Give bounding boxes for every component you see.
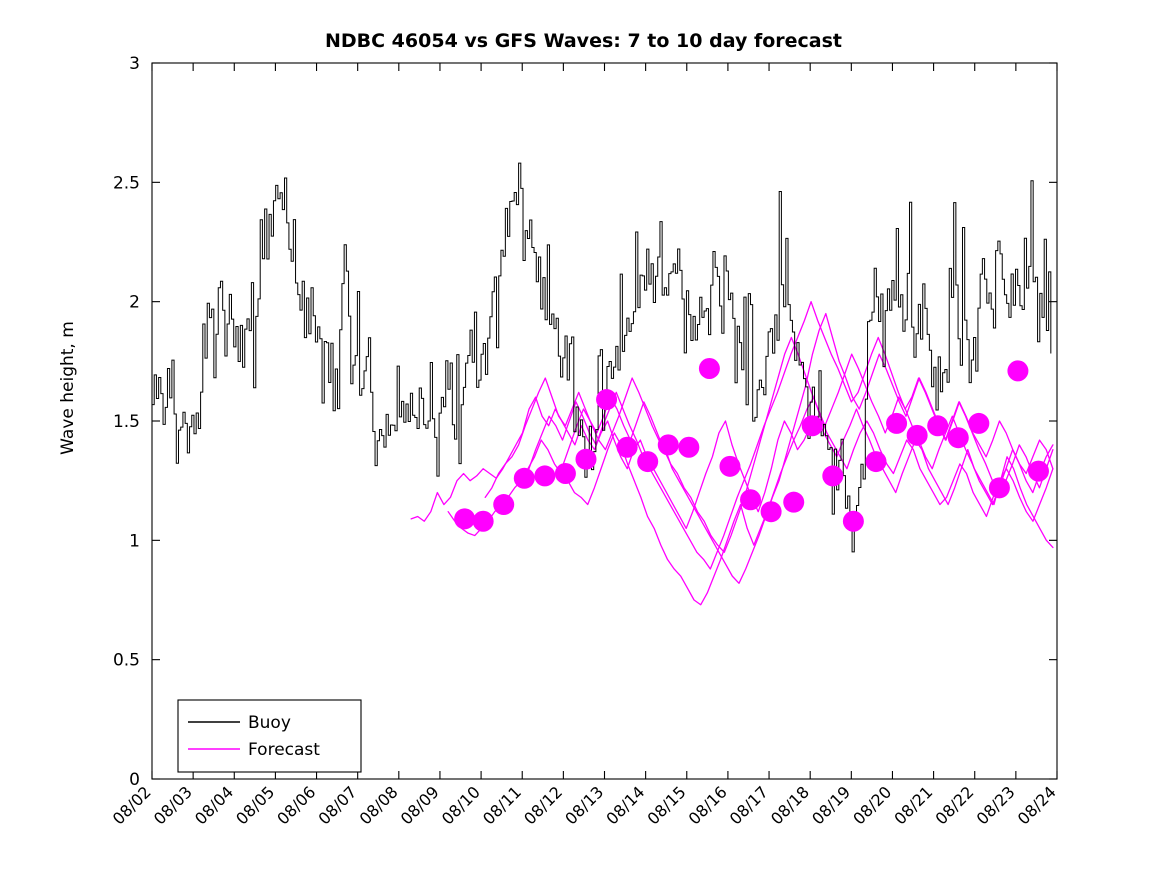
y-tick-label: 2.5 [113, 173, 140, 193]
forecast-marker-dot[interactable] [513, 467, 535, 489]
x-tick-label: 08/24 [1014, 782, 1060, 828]
forecast-marker-group [454, 357, 1049, 532]
forecast-marker-dot[interactable] [493, 494, 515, 516]
x-tick-label: 08/11 [479, 782, 525, 828]
forecast-member-3 [484, 312, 1054, 584]
y-tick-label: 2 [129, 293, 140, 313]
forecast-marker-dot[interactable] [988, 477, 1010, 499]
forecast-member-2 [447, 396, 1054, 606]
x-tick-label: 08/21 [890, 782, 936, 828]
forecast-marker-dot[interactable] [947, 427, 969, 449]
buoy-series-group [152, 162, 1052, 553]
x-tick-label: 08/05 [232, 782, 278, 828]
forecast-marker-dot[interactable] [616, 436, 638, 458]
forecast-marker-dot[interactable] [906, 424, 928, 446]
y-tick-label: 1.5 [113, 412, 140, 432]
forecast-marker-dot[interactable] [472, 510, 494, 532]
x-tick-label: 08/07 [314, 782, 360, 828]
forecast-marker-dot[interactable] [1027, 460, 1049, 482]
x-tick-label: 08/18 [767, 782, 813, 828]
x-tick-label: 08/13 [561, 782, 607, 828]
forecast-marker-dot[interactable] [534, 465, 556, 487]
y-tick-label: 1 [129, 531, 140, 551]
x-tick-label: 08/23 [973, 782, 1019, 828]
forecast-marker-dot[interactable] [760, 501, 782, 523]
forecast-series-group [410, 301, 1054, 606]
forecast-marker-dot[interactable] [886, 412, 908, 434]
x-tick-label: 08/03 [150, 782, 196, 828]
page-title: NDBC 46054 vs GFS Waves: 7 to 10 day for… [324, 30, 843, 52]
forecast-marker-dot[interactable] [1007, 360, 1029, 382]
x-tick-label: 08/20 [849, 782, 895, 828]
forecast-member-1 [410, 396, 1054, 549]
legend-label-forecast: Forecast [248, 740, 320, 760]
forecast-marker-dot[interactable] [740, 489, 762, 511]
x-tick-label: 08/08 [356, 782, 402, 828]
x-tick-label: 08/17 [726, 782, 772, 828]
forecast-marker-dot[interactable] [657, 434, 679, 456]
x-tick-label: 08/22 [932, 782, 978, 828]
chart-legend[interactable]: Buoy Forecast [177, 699, 362, 773]
x-tick-label: 08/19 [808, 782, 854, 828]
forecast-marker-dot[interactable] [865, 451, 887, 473]
x-tick-label: 08/16 [685, 782, 731, 828]
forecast-marker-dot[interactable] [822, 465, 844, 487]
forecast-marker-dot[interactable] [575, 448, 597, 470]
forecast-marker-dot[interactable] [968, 412, 990, 434]
buoy-line [152, 162, 1052, 553]
forecast-marker-dot[interactable] [637, 451, 659, 473]
y-axis-ticks: 0 0.5 1 1.5 2 2.5 3 [113, 54, 1057, 790]
forecast-marker-dot[interactable] [842, 510, 864, 532]
forecast-marker-dot[interactable] [719, 455, 741, 477]
x-tick-label: 08/14 [602, 782, 648, 828]
forecast-marker-dot[interactable] [698, 357, 720, 379]
x-tick-label: 08/12 [520, 782, 566, 828]
y-tick-label: 0 [129, 770, 140, 790]
legend-box [177, 699, 362, 773]
forecast-marker-dot[interactable] [554, 463, 576, 485]
y-tick-label: 3 [129, 54, 140, 74]
x-tick-label: 08/15 [644, 782, 690, 828]
forecast-member-5 [562, 336, 1054, 553]
forecast-marker-dot[interactable] [454, 508, 476, 530]
forecast-marker-dot[interactable] [927, 415, 949, 437]
x-tick-label: 08/10 [438, 782, 484, 828]
forecast-marker-dot[interactable] [678, 436, 700, 458]
forecast-marker-dot[interactable] [783, 491, 805, 513]
x-tick-label: 08/04 [191, 782, 237, 828]
x-tick-label: 08/09 [397, 782, 443, 828]
forecast-marker-dot[interactable] [596, 389, 618, 411]
forecast-marker-dot[interactable] [801, 415, 823, 437]
legend-label-buoy: Buoy [248, 713, 291, 733]
y-tick-label: 0.5 [113, 651, 140, 671]
x-tick-label: 08/06 [273, 782, 319, 828]
